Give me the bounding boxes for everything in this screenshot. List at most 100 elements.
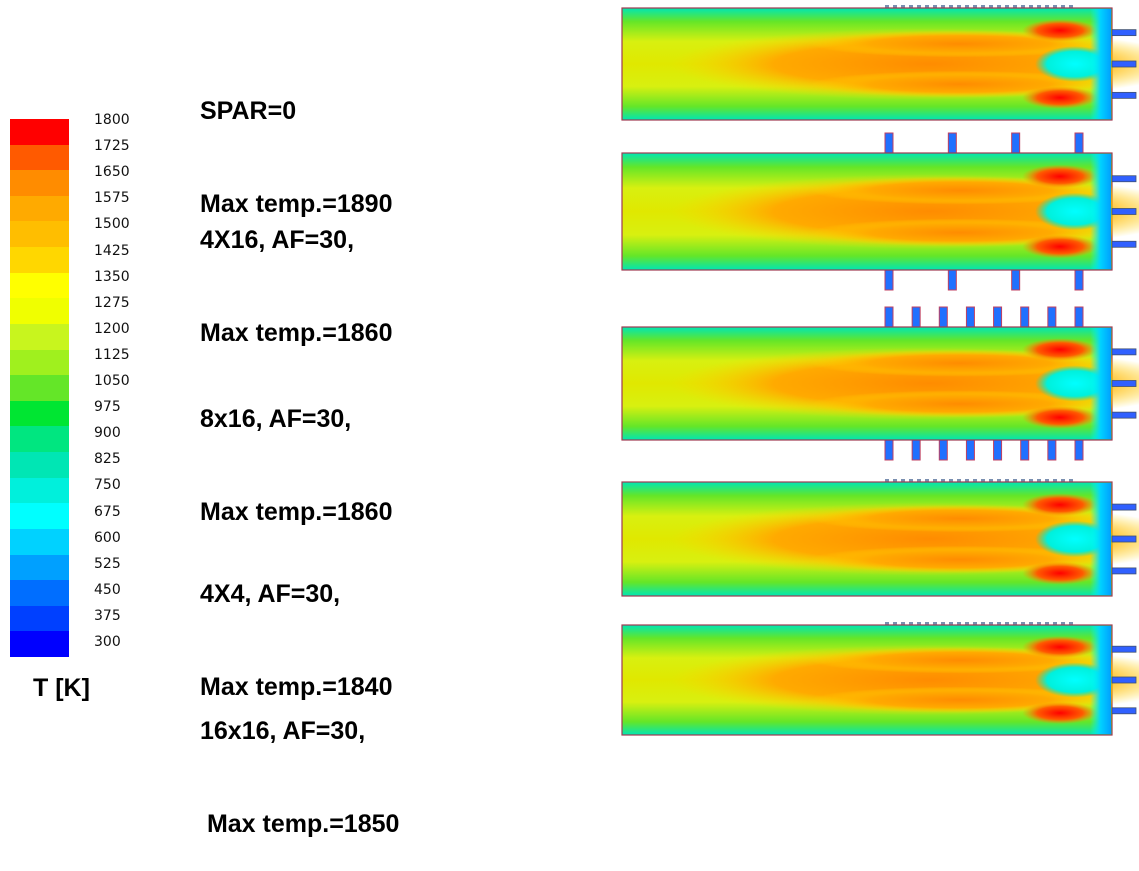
fuel-nozzle (1111, 208, 1137, 215)
fuel-nozzle (1111, 91, 1137, 99)
inlet-wall-region (1090, 626, 1111, 734)
injection-port (1074, 306, 1084, 330)
injection-port (1074, 267, 1084, 291)
wall-tick (989, 5, 993, 8)
injection-port (1020, 437, 1030, 461)
wall-tick (1021, 479, 1025, 482)
wall-tick (1045, 622, 1049, 625)
colorbar-tick-label: 1500 (94, 216, 130, 233)
wall-tick (885, 479, 889, 482)
wall-tick (949, 622, 953, 625)
colorbar-tick-label: 375 (94, 607, 121, 624)
colorbar-segment (10, 119, 69, 146)
colorbar-segment (10, 323, 69, 351)
wall-tick (893, 5, 897, 8)
wall-tick (957, 479, 961, 482)
wall-tick (1053, 479, 1057, 482)
wall-tick (1005, 5, 1009, 8)
fuel-nozzle (1111, 707, 1137, 715)
case-caption-4: 4X4, AF=30, Max temp.=1840 (200, 517, 392, 734)
wall-tick (885, 622, 889, 625)
case-max-temp: Max temp.=1840 (200, 673, 393, 701)
colorbar-tick-label: 600 (94, 529, 121, 546)
colorbar-tick-label: 900 (94, 425, 121, 442)
case-caption-2: 4X16, AF=30, Max temp.=1860 (200, 163, 392, 380)
injection-port (1011, 267, 1021, 291)
wall-tick (1013, 622, 1017, 625)
wall-tick (973, 479, 977, 482)
colorbar-segment (10, 375, 69, 402)
fuel-nozzle (1111, 29, 1137, 37)
injection-port (1011, 132, 1021, 156)
contour-panel (621, 132, 1139, 291)
colorbar-tick-label: 1125 (94, 346, 130, 363)
colorbar-segment (10, 452, 69, 479)
wall-tick (1021, 622, 1025, 625)
hot-spot (1022, 493, 1098, 517)
colorbar-tick-label: 1425 (94, 242, 130, 259)
fuel-nozzle (1111, 567, 1137, 575)
colorbar-tick-label: 525 (94, 555, 121, 572)
temperature-contour-plots (621, 5, 1139, 736)
wall-tick (981, 479, 985, 482)
wall-tick (893, 622, 897, 625)
colorbar-tick-label: 1725 (94, 138, 130, 155)
colorbar-segment (10, 503, 69, 530)
case-caption-3: 8x16, AF=30, Max temp.=1860 (200, 342, 392, 559)
hot-spot (1022, 702, 1098, 724)
wall-tick (917, 479, 921, 482)
colorbar-segment (10, 554, 69, 581)
wall-tick (997, 622, 1001, 625)
wall-tick (957, 5, 961, 8)
case-title: SPAR=0 (200, 97, 297, 125)
wall-tick (997, 479, 1001, 482)
injection-port (993, 437, 1003, 461)
fuel-nozzle (1111, 411, 1137, 419)
case-title: 8x16, AF=30, (200, 405, 352, 433)
wall-tick (1005, 479, 1009, 482)
case-max-temp: Max temp.=1860 (200, 498, 393, 526)
wall-tick (925, 479, 929, 482)
colorbar-segment (10, 580, 69, 607)
wall-tick (1029, 5, 1033, 8)
fuel-nozzle (1111, 380, 1137, 387)
wall-tick (933, 479, 937, 482)
wall-tick (997, 5, 1001, 8)
wall-tick (1013, 5, 1017, 8)
injection-port (947, 132, 957, 156)
injection-port (911, 306, 921, 330)
colorbar-tick-label: 450 (94, 581, 121, 598)
injection-port (884, 267, 894, 291)
wall-tick (965, 5, 969, 8)
temperature-colorbar (10, 119, 69, 658)
injection-port (1020, 306, 1030, 330)
wall-tick (1069, 622, 1073, 625)
wall-tick (1061, 479, 1065, 482)
wall-tick (901, 5, 905, 8)
fuel-nozzle (1111, 676, 1137, 684)
fuel-nozzle (1111, 175, 1137, 183)
colorbar-tick-label: 1275 (94, 294, 130, 311)
wall-tick (933, 622, 937, 625)
wall-tick (1029, 479, 1033, 482)
colorbar-tick-label: 1575 (94, 190, 130, 207)
wall-tick (1037, 479, 1041, 482)
inlet-wall-region (1090, 9, 1111, 119)
inlet-wall-region (1090, 483, 1111, 595)
colorbar-segment (10, 221, 69, 248)
colorbar-tick-label: 1350 (94, 268, 130, 285)
wall-tick (1013, 479, 1017, 482)
colorbar-segment (10, 477, 69, 504)
colorbar-segment (10, 631, 69, 658)
wall-tick (1005, 622, 1009, 625)
wall-tick (949, 479, 953, 482)
fuel-nozzle (1111, 348, 1137, 356)
colorbar-segment (10, 195, 69, 222)
wall-tick (1045, 5, 1049, 8)
hot-spot (1022, 19, 1098, 42)
wall-tick (1029, 622, 1033, 625)
contour-panel (621, 622, 1139, 736)
colorbar-segment (10, 400, 69, 427)
fuel-nozzle (1111, 503, 1137, 511)
colorbar-tick-label: 1050 (94, 373, 130, 389)
